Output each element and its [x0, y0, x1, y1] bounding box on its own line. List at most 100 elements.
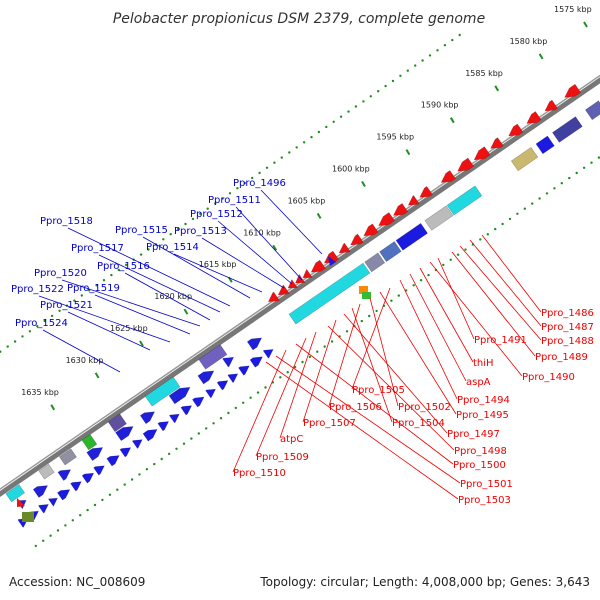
forward-gene-arrow	[38, 504, 49, 514]
lower-dot-track-point	[130, 478, 134, 481]
lower-dot-track-point	[568, 176, 571, 180]
forward-label-leader	[98, 254, 221, 313]
reverse-gene-label: Ppro_1498	[454, 446, 507, 457]
accession-text: Accession: NC_008609	[9, 575, 145, 589]
blue-feature-box	[379, 241, 402, 262]
upper-dot-track-point	[110, 273, 113, 277]
lower-dot-track-point	[449, 258, 452, 261]
kbp-ruler: 1575 kbp 1580 kbp 1585 kbp 1590 kbp 1595 kbp…	[21, 5, 592, 411]
upper-dot-track-point	[288, 151, 291, 154]
reverse-label-leader	[295, 343, 454, 465]
reverse-gene-label: Ppro_1506	[329, 402, 382, 413]
kbp-tick-mark	[361, 180, 366, 188]
upper-dot-track-point	[88, 289, 91, 292]
lower-dot-track-point	[419, 279, 423, 282]
cyan-feature-box	[144, 376, 181, 407]
reverse-gene-arrow	[350, 233, 364, 246]
forward-label-leader	[67, 311, 151, 351]
lower-dot-track-point	[390, 299, 393, 302]
kbp-tick-mark	[405, 149, 411, 156]
forward-gene-label: Ppro_1517	[71, 243, 124, 254]
forward-gene-arrow	[106, 455, 120, 467]
forward-gene-label: Ppro_1515	[115, 225, 168, 236]
kbp-tick-label: 1625 kbp	[110, 324, 148, 333]
lower-dot-track-point	[286, 371, 289, 374]
olive-feature-box	[22, 512, 34, 522]
reverse-gene-label: Ppro_1486	[541, 308, 594, 319]
blue-feature-box	[535, 135, 555, 155]
forward-gene-arrow	[249, 356, 263, 368]
lower-dot-track-point	[479, 238, 482, 241]
forward-label-leader	[235, 206, 303, 281]
forward-gene-arrow	[222, 356, 235, 368]
kbp-tick-label: 1590 kbp	[421, 101, 459, 110]
grey-feature-box	[38, 463, 55, 480]
grey-feature-box	[58, 448, 77, 466]
lower-dot-track-point	[49, 534, 52, 537]
reverse-gene-label: atpC	[280, 434, 303, 445]
lower-dot-track-point	[190, 437, 193, 440]
lower-dot-track-point	[34, 544, 37, 548]
lower-dot-track-point	[182, 442, 186, 445]
reverse-label-leader	[302, 319, 337, 423]
lower-dot-track-point	[323, 345, 326, 348]
lower-dot-track-point	[79, 514, 82, 517]
lower-dot-track-point	[227, 411, 230, 415]
reverse-gene-arrow	[564, 83, 582, 98]
kbp-tick-label: 1585 kbp	[465, 69, 503, 78]
lower-dot-track-point	[360, 319, 363, 323]
reverse-label-leader	[419, 267, 474, 363]
reverse-gene-arrow	[267, 291, 280, 303]
upper-dot-track-point	[317, 130, 321, 134]
reverse-gene-arrow	[363, 223, 379, 237]
reverse-gene-label: Ppro_1509	[256, 452, 309, 463]
upper-dot-track-point	[139, 253, 143, 256]
upper-dot-track-point	[377, 90, 380, 93]
upper-dot-track-point	[169, 233, 172, 236]
orange-feature-box	[359, 286, 368, 294]
reverse-gene-label: Ppro_1495	[456, 410, 509, 421]
reverse-label-leader	[469, 239, 542, 327]
forward-gene-arrow	[180, 405, 193, 416]
forward-gene-label: Ppro_1496	[233, 178, 286, 189]
lower-dot-track-point	[301, 360, 304, 364]
upper-dot-track-point	[310, 135, 313, 139]
upper-dot-track-point	[451, 38, 454, 42]
lower-dot-track-point	[242, 401, 245, 404]
upper-dot-track-point	[43, 319, 46, 323]
upper-dot-track-point	[36, 325, 39, 328]
forward-label-leader	[67, 227, 231, 307]
reverse-gene-label: Ppro_1510	[233, 468, 286, 479]
lower-dot-track-point	[279, 376, 282, 379]
forward-label-leader	[201, 237, 285, 289]
upper-dot-track-point	[354, 105, 358, 108]
lower-dot-track-point	[486, 233, 489, 236]
purple-feature-box	[585, 100, 600, 121]
forward-gene-label: Ppro_1512	[190, 209, 243, 220]
lower-dot-track-point	[575, 171, 578, 175]
lower-dot-track-point	[167, 452, 171, 456]
lower-dot-track-point	[138, 473, 141, 476]
lower-dot-track-point	[256, 391, 260, 394]
upper-dot-track-point	[102, 279, 106, 282]
upper-dot-track-point	[325, 125, 328, 129]
upper-dot-track-point	[295, 146, 298, 149]
dotted-tracks	[0, 33, 600, 548]
kbp-tick-mark	[494, 85, 500, 92]
lower-dot-track-point	[330, 340, 334, 343]
forward-gene-arrow	[32, 485, 48, 498]
forward-gene-arrow	[227, 373, 239, 383]
lower-dot-track-point	[116, 488, 119, 491]
upper-dot-track-point	[80, 294, 84, 297]
reverse-gene-arrow	[393, 203, 409, 216]
purple-feature-box	[198, 344, 228, 370]
upper-dot-track-point	[443, 44, 447, 47]
kbp-tick-mark	[272, 244, 278, 251]
kbp-tick-label: 1610 kbp	[243, 228, 281, 237]
reverse-label-leader	[379, 291, 457, 415]
green-feature-box	[81, 433, 98, 451]
reverse-gene-label: Ppro_1488	[541, 336, 594, 347]
reverse-gene-arrow	[295, 273, 306, 284]
lower-dot-track-point	[293, 365, 297, 369]
upper-dot-track-point	[199, 212, 202, 215]
